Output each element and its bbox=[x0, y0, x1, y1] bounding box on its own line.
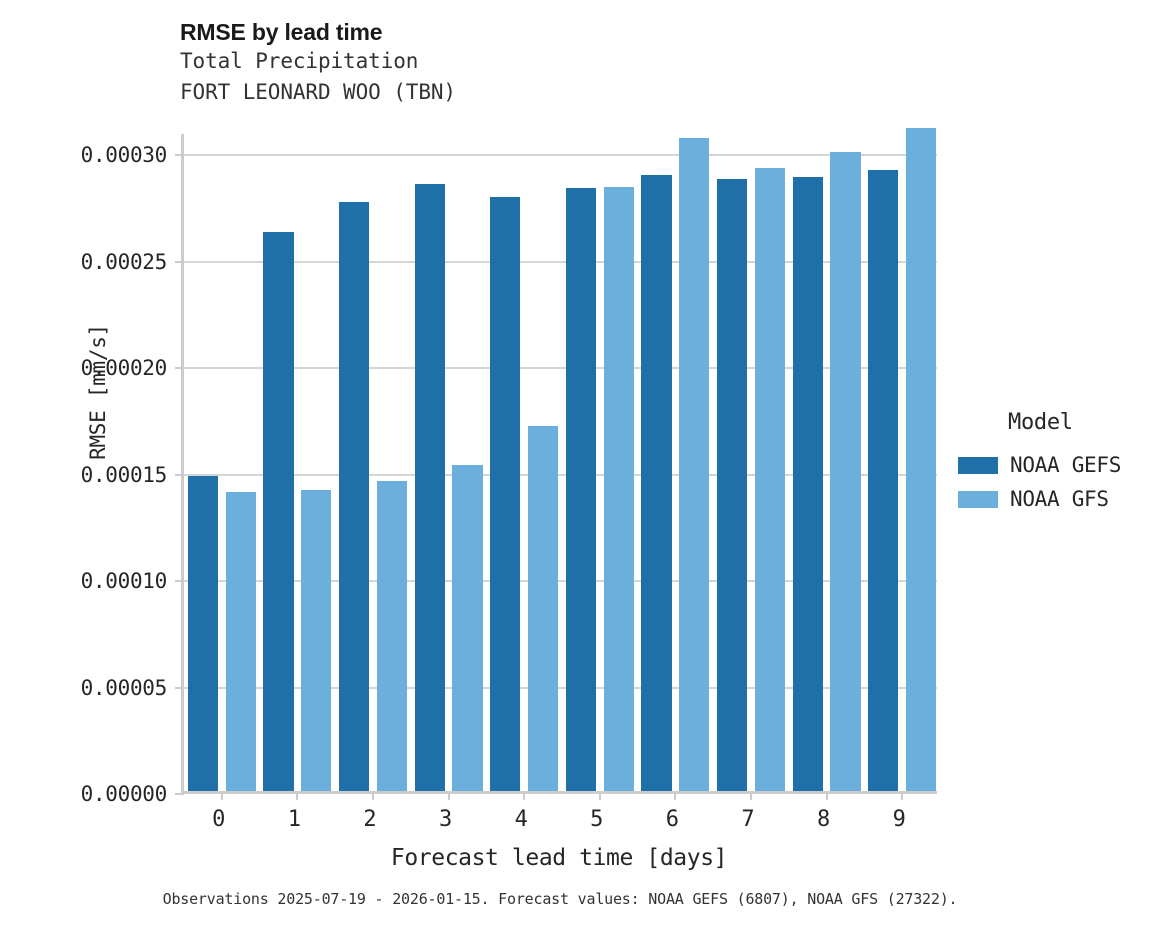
x-tick-mark bbox=[825, 791, 828, 800]
bar-noaa-gefs-day-4[interactable] bbox=[490, 197, 521, 791]
y-tick-mark bbox=[175, 473, 184, 476]
x-tick-label: 1 bbox=[287, 807, 302, 832]
y-tick-label: 0.00000 bbox=[80, 782, 168, 806]
chart-subtitle-station: FORT LEONARD WOO (TBN) bbox=[180, 80, 456, 104]
page-title: RMSE by lead time bbox=[180, 19, 383, 45]
gridline bbox=[184, 154, 937, 157]
bar-noaa-gfs-day-6[interactable] bbox=[679, 138, 710, 791]
bar-noaa-gfs-day-7[interactable] bbox=[754, 168, 785, 791]
y-tick-label: 0.00010 bbox=[80, 569, 168, 594]
y-axis-title: RMSE [mm/s] bbox=[86, 324, 110, 460]
legend-item-noaa-gfs[interactable]: NOAA GFS bbox=[958, 482, 1173, 516]
legend-swatch-icon bbox=[958, 456, 998, 474]
gridline bbox=[184, 473, 937, 476]
y-tick-label: 0.00020 bbox=[80, 356, 168, 381]
y-tick-mark bbox=[175, 260, 184, 263]
y-axis-tick-labels: 0.00000 0.00005 0.00010 0.00015 0.00020 0.000… bbox=[55, 134, 168, 805]
bar-noaa-gefs-day-9[interactable] bbox=[868, 170, 899, 791]
y-tick-label: 0.00025 bbox=[80, 249, 168, 274]
y-tick-mark bbox=[175, 686, 184, 689]
x-tick-mark bbox=[901, 791, 904, 800]
gridline bbox=[184, 686, 937, 689]
bar-noaa-gfs-day-4[interactable] bbox=[527, 425, 559, 791]
x-tick-label: 9 bbox=[892, 807, 906, 832]
x-tick-mark bbox=[296, 791, 299, 800]
bar-noaa-gfs-day-1[interactable] bbox=[301, 489, 332, 791]
y-tick-label: 0.00005 bbox=[80, 675, 168, 700]
x-tick-label: 0 bbox=[212, 807, 226, 832]
chart-caption: Observations 2025-07-19 - 2026-01-15. Fo… bbox=[162, 890, 958, 908]
x-tick-label: 5 bbox=[590, 807, 604, 832]
x-tick-label: 6 bbox=[665, 807, 680, 832]
legend-title: Model bbox=[1008, 410, 1073, 435]
x-tick-label: 3 bbox=[438, 807, 453, 832]
x-tick-mark bbox=[598, 791, 601, 800]
x-tick-label: 8 bbox=[816, 807, 831, 832]
bar-noaa-gefs-day-1[interactable] bbox=[263, 232, 294, 791]
legend-label: NOAA GEFS bbox=[1010, 452, 1122, 477]
bar-noaa-gfs-day-2[interactable] bbox=[376, 481, 407, 791]
plot-area bbox=[175, 127, 937, 800]
bar-noaa-gefs-day-6[interactable] bbox=[641, 174, 672, 791]
gridline bbox=[184, 260, 937, 263]
x-tick-label: 4 bbox=[514, 807, 528, 832]
y-tick-mark bbox=[175, 793, 184, 795]
x-tick-mark bbox=[523, 791, 526, 800]
y-tick-label: 0.00015 bbox=[80, 462, 168, 487]
x-tick-mark bbox=[447, 791, 450, 800]
title-block: RMSE by lead time Total Precipitation FO… bbox=[180, 18, 880, 108]
y-tick-label: 0.00030 bbox=[80, 143, 168, 168]
bar-noaa-gfs-day-5[interactable] bbox=[603, 187, 634, 791]
bars-layer bbox=[184, 127, 937, 791]
x-axis-title: Forecast lead time [days] bbox=[390, 845, 728, 871]
bar-noaa-gefs-day-2[interactable] bbox=[338, 202, 370, 791]
bar-noaa-gefs-day-3[interactable] bbox=[414, 184, 445, 791]
bar-noaa-gefs-day-8[interactable] bbox=[792, 176, 823, 791]
chart-subtitle-variable: Total Precipitation bbox=[180, 49, 419, 73]
legend-swatch-icon bbox=[958, 490, 998, 508]
bar-noaa-gefs-day-7[interactable] bbox=[716, 178, 748, 791]
y-tick-mark bbox=[175, 580, 184, 583]
bar-noaa-gfs-day-8[interactable] bbox=[830, 152, 861, 791]
bar-noaa-gfs-day-3[interactable] bbox=[452, 465, 483, 791]
x-tick-mark bbox=[674, 791, 677, 800]
x-tick-label: 2 bbox=[363, 807, 377, 832]
bar-noaa-gefs-day-0[interactable] bbox=[187, 475, 218, 791]
x-tick-label: 7 bbox=[741, 807, 755, 832]
x-axis-tick-labels: 0 1 2 3 4 5 6 7 8 9 bbox=[181, 808, 937, 838]
legend-rows: NOAA GEFS NOAA GFS bbox=[958, 448, 1173, 516]
x-tick-mark bbox=[372, 791, 374, 800]
bar-noaa-gfs-day-9[interactable] bbox=[905, 127, 937, 791]
y-tick-mark bbox=[175, 367, 184, 370]
legend-label: NOAA GFS bbox=[1010, 486, 1109, 511]
legend-item-noaa-gefs[interactable]: NOAA GEFS bbox=[958, 448, 1173, 482]
bar-noaa-gefs-day-5[interactable] bbox=[565, 188, 596, 791]
legend: Model NOAA GEFS NOAA GFS bbox=[958, 410, 1173, 516]
x-tick-mark bbox=[220, 791, 223, 800]
bar-noaa-gfs-day-0[interactable] bbox=[225, 491, 256, 791]
x-tick-mark bbox=[750, 791, 752, 800]
gridlines bbox=[184, 134, 937, 791]
gridline bbox=[184, 367, 937, 370]
gridline bbox=[184, 580, 937, 583]
y-tick-mark bbox=[175, 154, 184, 157]
